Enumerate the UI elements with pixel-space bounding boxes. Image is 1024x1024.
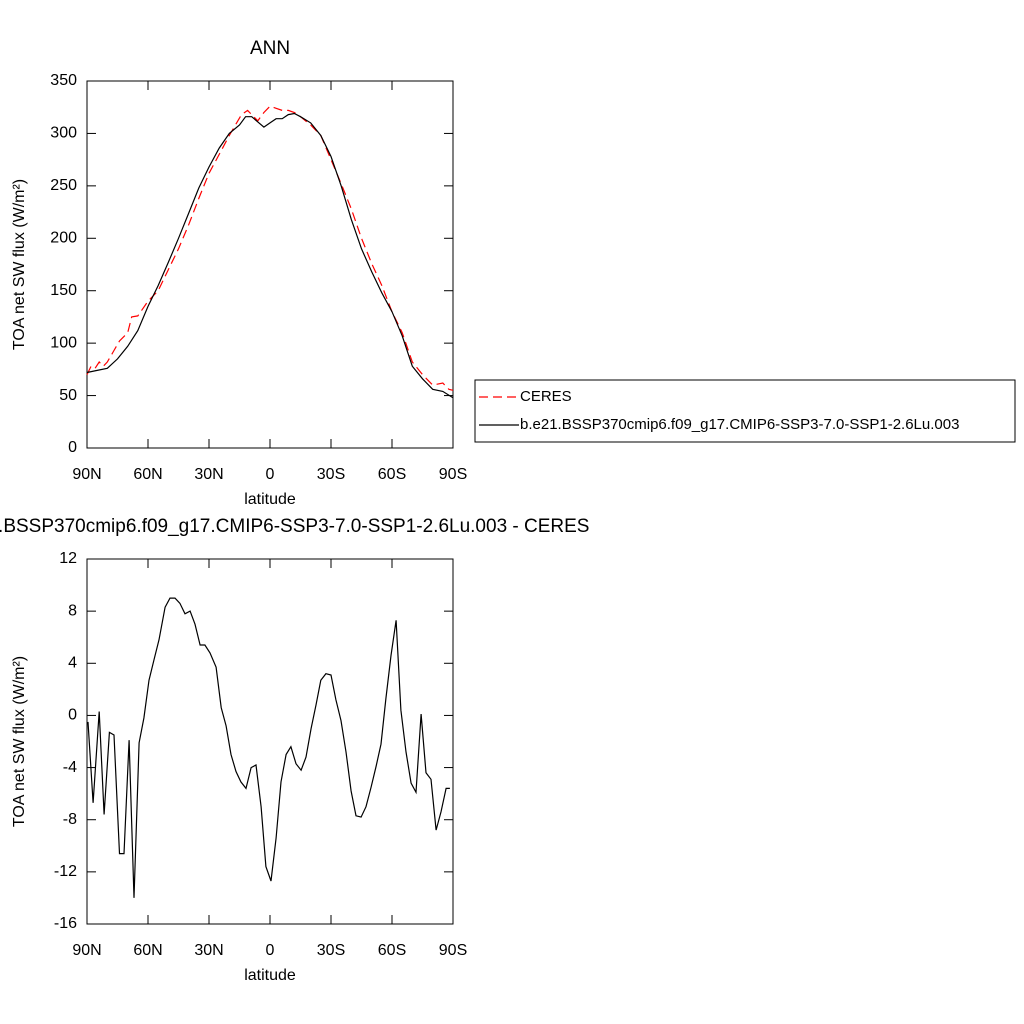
- x-axis-label: latitude: [244, 491, 296, 508]
- y-tick-label: 0: [68, 439, 77, 456]
- chart-title: b.e21.BSSP370cmip6.f09_g17.CMIP6-SSP3-7.…: [0, 516, 589, 537]
- x-tick-label: 60S: [378, 466, 406, 483]
- y-tick-label: 350: [50, 72, 77, 89]
- y-tick-label: -8: [63, 811, 77, 828]
- legend-box: [474, 379, 1016, 443]
- y-tick-label: 250: [50, 177, 77, 194]
- y-tick-label: 8: [68, 602, 77, 619]
- x-tick-label: 60S: [378, 942, 406, 959]
- x-tick-label: 30S: [317, 942, 345, 959]
- y-tick-label: -16: [54, 915, 77, 932]
- y-tick-label: 12: [59, 550, 77, 567]
- y-tick-label: 0: [68, 707, 77, 724]
- data-line: [86, 112, 454, 399]
- y-tick-label: -4: [63, 759, 77, 776]
- y-tick-label: 4: [68, 655, 77, 672]
- legend-label: b.e21.BSSP370cmip6.f09_g17.CMIP6-SSP3-7.…: [520, 416, 959, 433]
- y-tick-label: 100: [50, 334, 77, 351]
- y-tick-label: 150: [50, 282, 77, 299]
- plot-frame: [86, 80, 454, 449]
- x-tick-label: 30S: [317, 466, 345, 483]
- x-tick-label: 90S: [439, 942, 467, 959]
- x-tick-label: 90S: [439, 466, 467, 483]
- x-tick-label: 60N: [133, 942, 162, 959]
- chart-title: ANN: [250, 38, 290, 59]
- x-tick-label: 60N: [133, 466, 162, 483]
- legend: CERES b.e21.BSSP370cmip6.f09_g17.CMIP6-SS…: [474, 379, 1016, 443]
- x-tick-label: 0: [266, 466, 275, 483]
- x-tick-label: 90N: [72, 466, 101, 483]
- x-axis-label: latitude: [244, 967, 296, 984]
- x-tick-label: 0: [266, 942, 275, 959]
- y-axis-label: TOA net SW flux (W/m²): [11, 656, 28, 827]
- y-tick-label: 300: [50, 125, 77, 142]
- x-tick-label: 30N: [194, 466, 223, 483]
- y-tick-label: -12: [54, 863, 77, 880]
- data-line: [86, 105, 454, 391]
- data-line: [87, 597, 450, 898]
- y-axis-label: TOA net SW flux (W/m²): [11, 179, 28, 350]
- x-tick-label: 30N: [194, 942, 223, 959]
- legend-label: CERES: [520, 388, 572, 405]
- plot-frame: [86, 558, 454, 925]
- x-tick-label: 90N: [72, 942, 101, 959]
- y-tick-label: 50: [59, 387, 77, 404]
- y-tick-label: 200: [50, 230, 77, 247]
